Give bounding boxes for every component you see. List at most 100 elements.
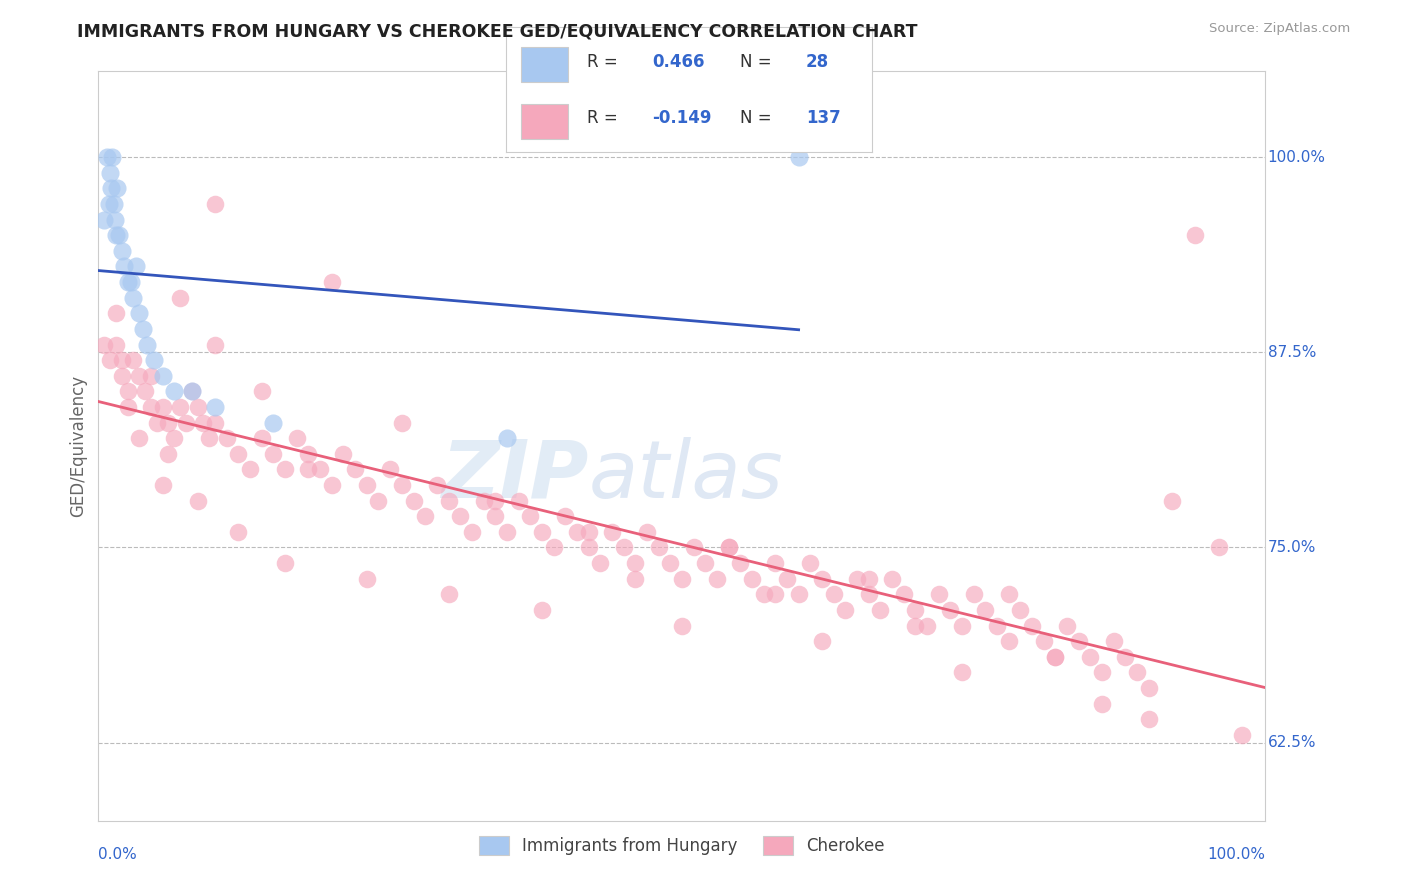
Point (128, 431, 150, 445)
Point (449, 509, 471, 524)
Text: Source: ZipAtlas.com: Source: ZipAtlas.com (1209, 22, 1350, 36)
Point (472, 493, 495, 508)
Point (1091, 697, 1114, 711)
Point (1137, 712, 1160, 726)
Point (274, 462, 297, 476)
Point (997, 587, 1019, 601)
Point (1161, 493, 1184, 508)
Point (1021, 618, 1043, 632)
Point (297, 462, 319, 476)
Point (120, 275, 142, 289)
Point (811, 634, 834, 648)
Point (204, 197, 226, 211)
Point (962, 587, 984, 601)
Point (776, 572, 799, 586)
Point (228, 524, 250, 539)
Point (117, 275, 139, 289)
Point (624, 572, 647, 586)
Point (139, 368, 162, 383)
Point (391, 478, 413, 492)
Point (1184, 228, 1206, 243)
Point (152, 368, 174, 383)
Text: N =: N = (740, 53, 778, 70)
Point (823, 587, 845, 601)
Point (180, 384, 202, 399)
Point (204, 416, 226, 430)
Point (554, 509, 576, 524)
Point (101, 150, 124, 164)
Point (204, 337, 226, 351)
Point (198, 431, 221, 445)
Point (297, 447, 319, 461)
Point (986, 618, 1008, 632)
Point (799, 556, 821, 570)
Point (543, 541, 565, 555)
Text: -0.149: -0.149 (652, 109, 711, 127)
Point (636, 524, 658, 539)
Point (671, 618, 693, 632)
Point (104, 337, 127, 351)
Point (125, 260, 148, 274)
Point (103, 197, 125, 211)
Point (1230, 728, 1253, 742)
Point (139, 400, 162, 414)
Point (117, 384, 139, 399)
Point (380, 462, 402, 476)
Text: N =: N = (740, 109, 778, 127)
Point (134, 384, 156, 399)
Point (228, 447, 250, 461)
Point (321, 478, 343, 492)
Point (143, 353, 166, 368)
Point (96, 150, 118, 164)
Text: 0.466: 0.466 (652, 53, 704, 70)
Point (104, 228, 127, 243)
Point (624, 556, 647, 570)
Point (122, 353, 145, 368)
Text: 62.5%: 62.5% (1268, 735, 1316, 750)
Point (426, 478, 449, 492)
Point (157, 416, 180, 430)
Point (519, 509, 541, 524)
Point (437, 587, 460, 601)
Point (193, 416, 215, 430)
FancyBboxPatch shape (520, 104, 568, 139)
Point (1045, 649, 1067, 664)
Text: IMMIGRANTS FROM HUNGARY VS CHEROKEE GED/EQUIVALENCY CORRELATION CHART: IMMIGRANTS FROM HUNGARY VS CHEROKEE GED/… (77, 22, 918, 40)
FancyBboxPatch shape (520, 46, 568, 82)
Point (682, 541, 704, 555)
Point (356, 572, 378, 586)
Point (763, 556, 786, 570)
Point (163, 431, 186, 445)
Text: 100.0%: 100.0% (1208, 847, 1265, 862)
Point (787, 587, 810, 601)
Point (904, 603, 927, 617)
Point (128, 368, 150, 383)
Point (1045, 649, 1067, 664)
Point (811, 572, 834, 586)
Point (846, 572, 869, 586)
Point (741, 572, 763, 586)
Point (152, 400, 174, 414)
Point (367, 493, 389, 508)
Point (974, 603, 997, 617)
Point (1080, 649, 1102, 664)
Point (356, 478, 378, 492)
Point (108, 228, 131, 243)
Text: 28: 28 (806, 53, 830, 70)
Point (169, 400, 191, 414)
Point (869, 603, 891, 617)
Point (111, 353, 134, 368)
Y-axis label: GED/Equivalency: GED/Equivalency (69, 375, 87, 517)
Point (496, 431, 519, 445)
Point (508, 493, 530, 508)
Point (274, 556, 297, 570)
Point (413, 509, 436, 524)
Point (717, 541, 740, 555)
Point (928, 587, 950, 601)
Point (1091, 665, 1114, 680)
Point (496, 524, 519, 539)
Point (250, 431, 273, 445)
Point (706, 572, 728, 586)
Point (484, 493, 506, 508)
Point (187, 400, 209, 414)
